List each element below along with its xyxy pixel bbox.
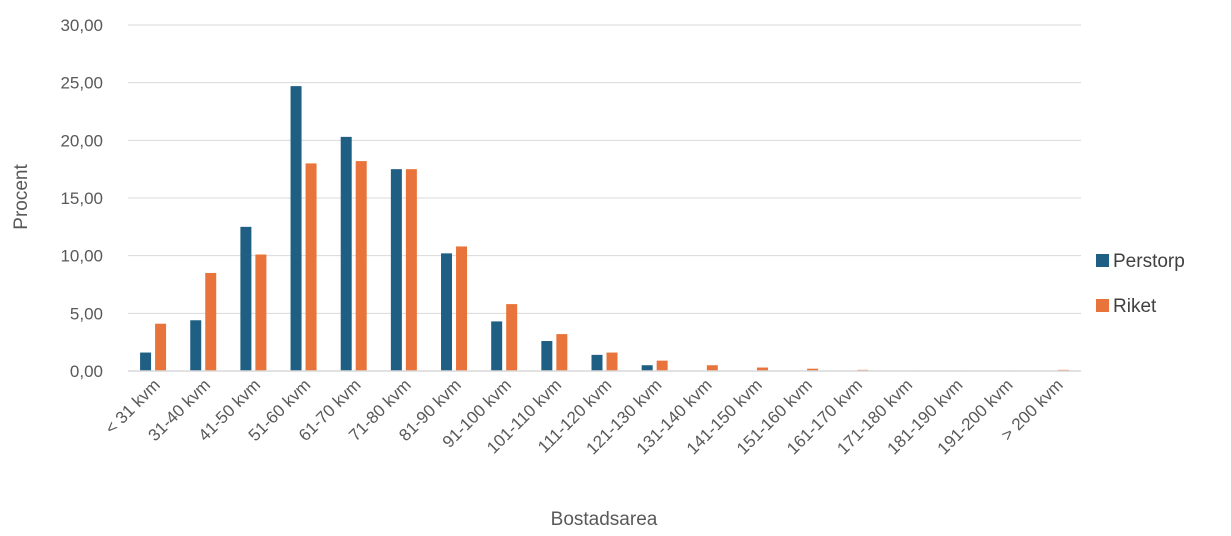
legend-swatch [1096,254,1109,267]
bar-perstorp [240,226,252,371]
bar-perstorp [441,253,453,371]
bar-riket [305,163,317,371]
y-tick-label: 15,00 [60,189,103,208]
bar-perstorp [541,341,553,371]
bar-riket [456,246,468,371]
bar-riket [656,360,668,371]
bar-perstorp [140,352,152,371]
bar-riket [255,254,267,371]
y-tick-label: 0,00 [70,362,103,381]
bar-riket [556,334,568,371]
bar-riket [355,161,367,371]
bar-perstorp [390,169,402,371]
bar-perstorp [491,321,503,371]
legend-swatch [1096,299,1109,312]
bar-riket [506,304,518,371]
bars [140,86,1069,372]
y-axis-tick-labels: 0,00 5,00 10,00 15,00 20,00 25,00 30,00 [60,16,103,381]
y-tick-label: 30,00 [60,16,103,35]
bar-perstorp [190,320,202,371]
bar-riket [807,368,819,371]
y-tick-label: 5,00 [70,304,103,323]
bar-riket [205,272,217,371]
bar-riket [606,352,618,371]
bar-perstorp [340,136,352,371]
bar-riket [155,323,167,371]
y-tick-label: 20,00 [60,131,103,150]
y-tick-label: 10,00 [60,247,103,266]
bar-riket [405,169,417,371]
y-tick-label: 25,00 [60,74,103,93]
bar-perstorp [591,354,603,371]
legend-label: Perstorp [1113,251,1185,272]
bar-perstorp [641,365,653,371]
legend-label: Riket [1113,296,1157,317]
bar-riket [706,365,718,371]
legend: Perstorp Riket [1096,251,1185,317]
grid-lines [128,24,1081,314]
bar-perstorp [290,86,302,372]
x-axis-title: Bostadsarea [551,509,658,530]
bar-riket [756,367,768,371]
y-axis-title: Procent [11,164,32,230]
